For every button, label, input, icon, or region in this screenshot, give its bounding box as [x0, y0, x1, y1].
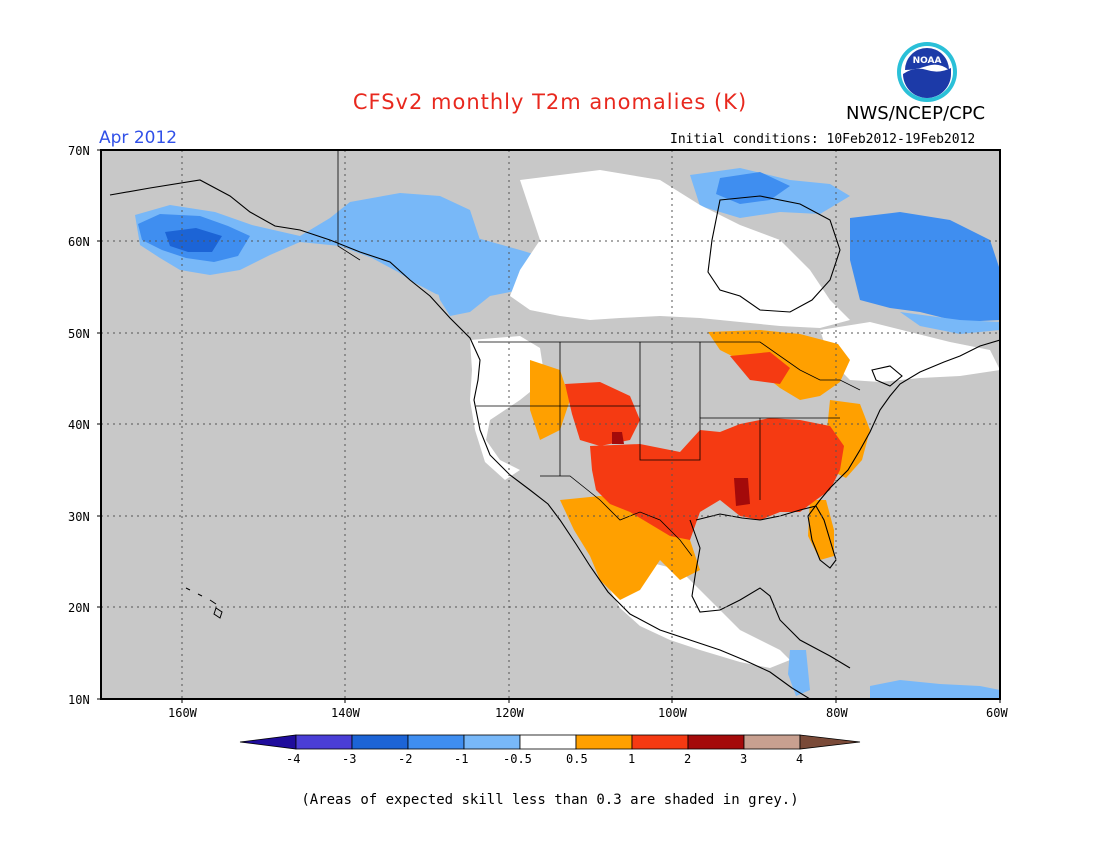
anomaly-region-colder-alaska: [165, 228, 222, 252]
colorbar-label-3: 3: [740, 752, 747, 766]
neutral-region-northeast: [820, 322, 1000, 382]
skill-footnote: (Areas of expected skill less than 0.3 a…: [301, 792, 799, 808]
lon-label-140w: 140W: [331, 706, 361, 720]
lon-label-160w: 160W: [168, 706, 198, 720]
anomaly-region-cool-centralamerica: [788, 650, 810, 696]
colorbar-label-neg3: -3: [342, 752, 356, 766]
lat-label-30n: 30N: [68, 510, 90, 524]
forecast-period: Apr 2012: [99, 128, 178, 148]
colorbar-cell-2-3: [687, 734, 745, 750]
colorbar-cell-above-4: [799, 734, 861, 750]
colorbar-label-05: 0.5: [566, 752, 588, 766]
graticule: [101, 150, 1000, 699]
colorbar-cell-3-4: [743, 734, 801, 750]
colorbar-label-neg4: -4: [286, 752, 300, 766]
anomaly-region-veryhot-mississippi: [734, 478, 750, 506]
lat-label-60n: 60N: [68, 235, 90, 249]
lat-label-50n: 50N: [68, 327, 90, 341]
coastlines: [109, 179, 1000, 699]
colorbar-cell-below-4: [239, 734, 297, 750]
colorbar-label-neg2: -2: [398, 752, 412, 766]
colorbar-cell-4-3: [295, 734, 353, 750]
initial-conditions: Initial conditions: 10Feb2012-19Feb2012: [670, 132, 976, 147]
anomaly-region-cool-labrador: [900, 312, 1000, 334]
lon-label-80w: 80W: [826, 706, 848, 720]
lat-label-70n: 70N: [68, 144, 90, 158]
tick-marks: [97, 149, 1001, 703]
hawaii-islands: [185, 587, 223, 619]
colorbar-label-neg05: -0.5: [503, 752, 532, 766]
lat-label-40n: 40N: [68, 418, 90, 432]
colorbar-label-4: 4: [796, 752, 803, 766]
colorbar-cell-05-1: [575, 734, 633, 750]
anomaly-region-cold-labrador: [850, 212, 1000, 322]
anomaly-region-cool-caribbean: [870, 680, 1000, 699]
lon-label-120w: 120W: [495, 706, 525, 720]
anomaly-region-hot-southcentral: [590, 418, 844, 540]
colorbar: [239, 734, 861, 750]
colorbar-cell-3-2: [351, 734, 409, 750]
agency-label: NWS/NCEP/CPC: [846, 103, 986, 124]
colorbar-cell-2-1: [407, 734, 465, 750]
neutral-region-mexico: [600, 560, 790, 668]
colorbar-cell-neutral: [519, 734, 577, 750]
colorbar-label-1: 1: [628, 752, 635, 766]
map-title: CFSv2 monthly T2m anomalies (K): [352, 90, 748, 114]
colorbar-label-2: 2: [684, 752, 691, 766]
lon-label-100w: 100W: [658, 706, 688, 720]
colorbar-cell-1-2: [631, 734, 689, 750]
lon-label-60w: 60W: [986, 706, 1008, 720]
lat-label-20n: 20N: [68, 601, 90, 615]
colorbar-cell-1-05: [463, 734, 521, 750]
anomaly-region-hot-rockies: [565, 382, 640, 446]
noaa-logo: NOAA: [897, 42, 957, 102]
logo-text: NOAA: [913, 56, 942, 66]
colorbar-label-neg1: -1: [454, 752, 468, 766]
anomaly-region-cold-arctic: [716, 172, 790, 204]
lat-label-10n: 10N: [68, 693, 90, 707]
anomaly-region-cool-alaska: [135, 193, 520, 300]
neutral-region-westcoast: [470, 336, 545, 480]
neutral-region-canada: [510, 170, 850, 328]
anomaly-region-veryhot-colorado: [612, 432, 624, 444]
anomaly-region-hot-lakes: [730, 352, 790, 384]
